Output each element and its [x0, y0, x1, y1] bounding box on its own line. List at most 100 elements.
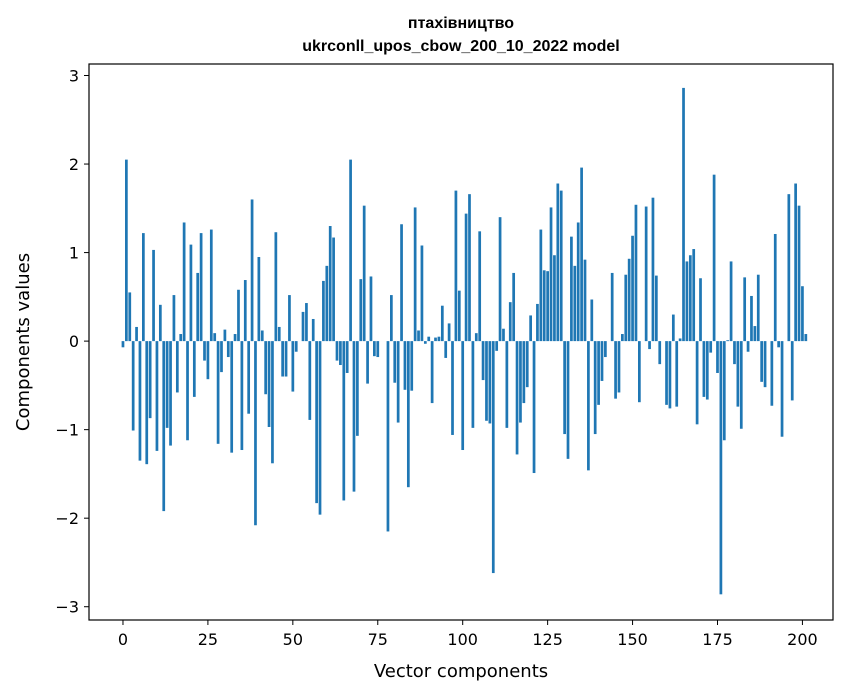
bar: [403, 341, 407, 390]
bar: [148, 341, 152, 419]
bar: [682, 87, 685, 342]
x-tick-label: 0: [118, 630, 128, 649]
bar: [593, 341, 597, 435]
bar: [213, 333, 217, 342]
bar: [386, 341, 390, 532]
bar: [128, 292, 132, 342]
bar: [512, 272, 516, 342]
y-tick-label: 1: [69, 244, 79, 263]
bar: [464, 213, 468, 342]
bar: [294, 341, 298, 352]
bar: [522, 341, 526, 404]
bar: [230, 341, 234, 453]
bar: [580, 167, 583, 342]
bar: [322, 280, 325, 342]
bar: [274, 232, 278, 342]
bar: [420, 245, 424, 342]
bar: [498, 217, 502, 342]
bar: [175, 341, 179, 393]
x-tick-label: 50: [283, 630, 303, 649]
bar: [546, 271, 549, 342]
bar: [790, 341, 794, 401]
bar: [597, 341, 600, 405]
bar: [801, 286, 804, 342]
bar: [189, 244, 193, 342]
bar: [675, 341, 679, 407]
bar: [746, 341, 750, 352]
bar: [138, 341, 142, 461]
bar: [427, 336, 431, 342]
bar: [203, 341, 206, 361]
bar: [172, 295, 176, 342]
bar: [264, 341, 268, 395]
y-tick-label: 2: [69, 155, 79, 174]
bar: [281, 341, 284, 377]
y-tick-label: −2: [55, 509, 79, 528]
bar: [804, 334, 808, 342]
x-tick-label: 125: [532, 630, 563, 649]
bar: [610, 272, 614, 342]
bar: [196, 272, 200, 342]
bar: [590, 299, 594, 342]
bar: [237, 289, 240, 342]
bar: [729, 261, 733, 342]
bar: [631, 235, 634, 342]
bar: [505, 341, 509, 428]
bar: [753, 326, 757, 342]
bar: [155, 341, 159, 451]
bar: [573, 265, 577, 342]
bar: [658, 341, 662, 365]
bar: [247, 341, 251, 414]
bar: [515, 341, 519, 455]
bar: [216, 341, 220, 444]
bar: [271, 341, 274, 464]
bar: [604, 341, 607, 358]
bar: [495, 341, 499, 351]
bar: [393, 341, 397, 383]
bar: [243, 280, 247, 342]
bar: [760, 341, 764, 382]
bar: [654, 275, 658, 342]
bar: [373, 341, 376, 357]
y-tick-label: −1: [55, 421, 79, 440]
bar: [359, 279, 363, 342]
bar: [390, 295, 393, 342]
bar: [587, 341, 590, 471]
bar: [135, 326, 138, 342]
bar: [142, 233, 145, 342]
bar: [468, 194, 471, 342]
x-tick-label: 25: [198, 630, 218, 649]
bar: [542, 270, 546, 342]
bar: [145, 341, 149, 465]
bar: [508, 302, 512, 342]
bar: [553, 255, 556, 342]
bar: [406, 341, 410, 488]
bar: [447, 323, 451, 342]
bar: [434, 337, 437, 342]
bar: [699, 278, 702, 342]
bar: [457, 290, 461, 342]
bar: [121, 341, 125, 348]
bar: [328, 226, 332, 342]
bar: [474, 333, 478, 342]
bar: [220, 341, 223, 373]
bar: [362, 205, 366, 342]
bar: [471, 341, 475, 428]
bar: [410, 341, 414, 391]
bar: [559, 190, 563, 342]
bar: [186, 341, 189, 441]
bar: [644, 206, 648, 342]
bar: [308, 341, 312, 420]
bar: [315, 341, 318, 504]
chart-subtitle: ukrconll_upos_cbow_200_10_2022 model: [302, 38, 619, 55]
bar: [726, 340, 730, 342]
bar: [719, 341, 723, 595]
chart-title: птахівництво: [408, 15, 514, 32]
bar: [356, 341, 359, 436]
bar: [750, 295, 753, 342]
bar: [634, 204, 638, 342]
y-tick-label: 3: [69, 67, 79, 86]
y-axis-label: Components values: [13, 253, 34, 431]
x-tick-label: 150: [617, 630, 648, 649]
